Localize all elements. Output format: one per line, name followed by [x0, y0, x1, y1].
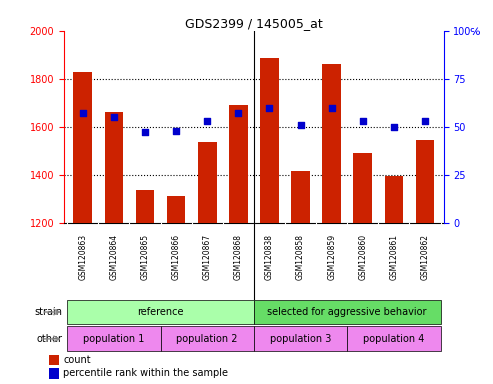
Text: GSM120864: GSM120864	[109, 234, 118, 280]
Bar	[260, 58, 279, 223]
Text: selected for aggressive behavior: selected for aggressive behavior	[268, 307, 427, 317]
Bar	[291, 171, 310, 223]
Point	[297, 122, 305, 128]
Bar	[49, 368, 59, 379]
Bar	[229, 105, 247, 223]
Text: GSM120868: GSM120868	[234, 234, 243, 280]
Point	[141, 129, 149, 136]
Bar	[67, 300, 254, 324]
Text: count: count	[63, 355, 91, 365]
Text: GSM120865: GSM120865	[141, 234, 149, 280]
Bar	[353, 153, 372, 223]
Text: population 4: population 4	[363, 334, 424, 344]
Text: GSM120838: GSM120838	[265, 234, 274, 280]
Text: GSM120860: GSM120860	[358, 234, 367, 280]
Text: other: other	[36, 334, 62, 344]
Bar	[167, 196, 185, 223]
Bar	[136, 190, 154, 223]
Text: reference: reference	[137, 307, 184, 317]
Bar	[67, 326, 161, 351]
Text: population 2: population 2	[176, 334, 238, 344]
Point	[203, 118, 211, 124]
Text: population 1: population 1	[83, 334, 144, 344]
Text: GSM120862: GSM120862	[421, 234, 429, 280]
Bar	[254, 326, 347, 351]
Bar	[73, 71, 92, 223]
Point	[328, 104, 336, 111]
Text: GSM120863: GSM120863	[78, 234, 87, 280]
Point	[110, 114, 118, 120]
Text: GSM120861: GSM120861	[389, 234, 398, 280]
Point	[79, 110, 87, 116]
Title: GDS2399 / 145005_at: GDS2399 / 145005_at	[185, 17, 323, 30]
Point	[390, 124, 398, 130]
Bar	[161, 326, 254, 351]
Point	[266, 104, 274, 111]
Bar	[322, 65, 341, 223]
Text: GSM120867: GSM120867	[203, 234, 211, 280]
Point	[359, 118, 367, 124]
Text: GSM120858: GSM120858	[296, 234, 305, 280]
Bar	[347, 326, 441, 351]
Bar	[49, 355, 59, 366]
Text: GSM120866: GSM120866	[172, 234, 180, 280]
Text: strain: strain	[34, 307, 62, 317]
Text: percentile rank within the sample: percentile rank within the sample	[63, 368, 228, 379]
Bar	[385, 176, 403, 223]
Bar	[416, 140, 434, 223]
Point	[234, 110, 242, 116]
Bar	[254, 300, 441, 324]
Bar	[105, 113, 123, 223]
Bar	[198, 142, 216, 223]
Text: GSM120859: GSM120859	[327, 234, 336, 280]
Text: population 3: population 3	[270, 334, 331, 344]
Point	[172, 127, 180, 134]
Point	[421, 118, 429, 124]
